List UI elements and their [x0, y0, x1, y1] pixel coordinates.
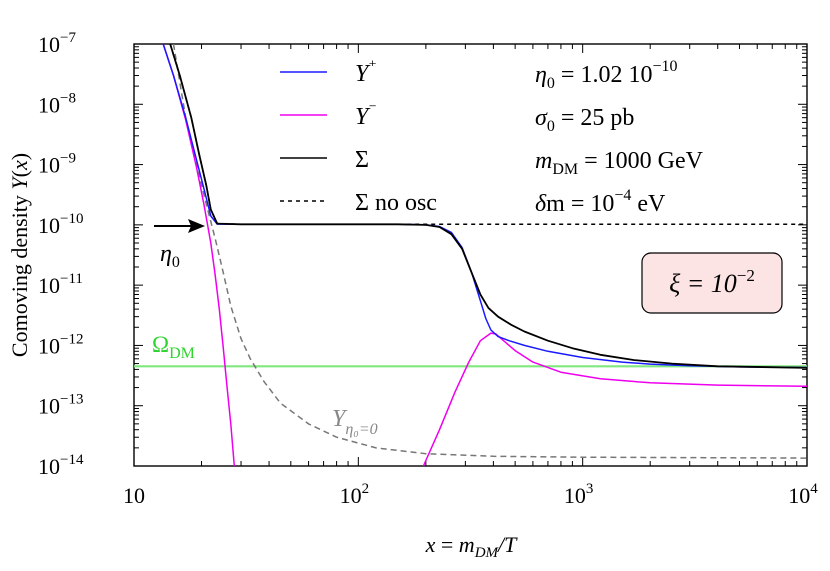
- tick-labels: 10 102 103 104 10−7 10−8 10−9 10−10 10−11 10−12 10…: [38, 30, 818, 508]
- legend-label: Σ no osc: [355, 190, 437, 216]
- legend-label: Y⁺: [355, 58, 377, 87]
- y-axis-title-arg: (: [7, 170, 32, 177]
- y-eta0-zero-label: Yη₀=0: [332, 406, 378, 438]
- sigma-no-osc-curve: [169, 44, 807, 226]
- parameter-list: η0 = 1.02 10−10 σ0 = 25 pb mDM = 1000 GeV δ…: [535, 58, 704, 217]
- legend-label: Σ: [355, 147, 369, 173]
- parameter-line: η0 = 1.02 10−10: [535, 58, 677, 92]
- y-axis-title-symbol: Y: [7, 175, 32, 190]
- x-tick-label: 102: [340, 481, 370, 508]
- y-axis-title-main: Comoving density: [7, 190, 32, 357]
- y-tick-label: 10−7: [38, 30, 76, 57]
- sigma-curve: [169, 44, 807, 369]
- y-tick-label: 10−9: [38, 151, 76, 178]
- x-tick-label: 103: [564, 481, 594, 508]
- axis-ticks: [133, 44, 807, 467]
- y-minus-curve-late: [422, 332, 807, 466]
- legend: Y⁺ Y⁻ Σ Σ no osc: [280, 58, 437, 216]
- y-axis-title: Comoving density Y(x): [7, 153, 32, 357]
- x-axis-title: x = mDM/T: [425, 532, 519, 561]
- y-tick-label: 10−11: [38, 271, 83, 298]
- x-tick-label: 104: [788, 481, 818, 508]
- y-tick-label: 10−10: [38, 211, 83, 238]
- y-plus-curve: [162, 44, 807, 369]
- series-layer: [134, 44, 807, 466]
- parameter-line: σ0 = 25 pb: [535, 105, 634, 135]
- y-tick-label: 10−8: [38, 90, 76, 117]
- y-tick-label: 10−14: [38, 452, 84, 479]
- xi-box-frame: [641, 252, 783, 314]
- parameter-line: δm = 10−4 eV: [535, 187, 666, 217]
- legend-label: Y⁻: [355, 101, 377, 130]
- xi-box-label: ξ = 10−2: [669, 266, 755, 298]
- y-eta0-zero-curve: [172, 44, 807, 459]
- omega-dm-label: ΩDM: [152, 332, 195, 362]
- xi-box: ξ = 10−2: [641, 252, 783, 314]
- plot-frame: [133, 43, 808, 467]
- parameter-line: mDM = 1000 GeV: [535, 148, 704, 178]
- x-tick-label: 10: [123, 483, 145, 508]
- y-tick-label: 10−12: [38, 331, 83, 358]
- y-tick-label: 10−13: [38, 392, 83, 419]
- eta0-label: η0: [160, 241, 180, 271]
- eta0-arrow: [154, 219, 205, 233]
